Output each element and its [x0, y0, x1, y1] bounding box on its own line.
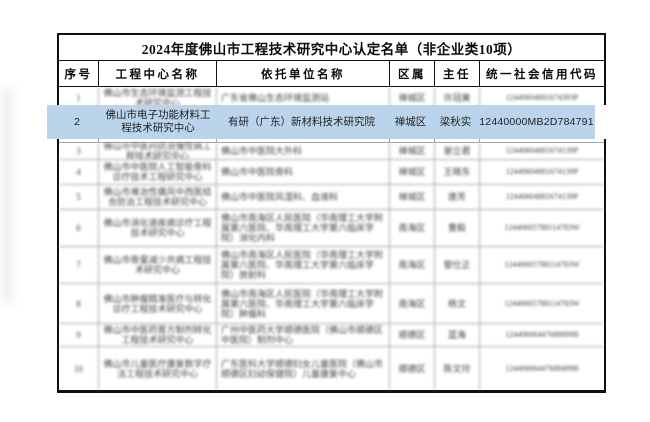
page-title: 2024年度佛山市工程技术研究中心认定名单（非企业类10项）: [141, 41, 522, 57]
cell-director: 蓝海: [435, 324, 480, 347]
cell-code: 12440606447688899B: [480, 324, 604, 347]
research-center-table: 2024年度佛山市工程技术研究中心认定名单（非企业类10项） 序号 工程中心名称…: [57, 33, 606, 393]
table-title-row: 2024年度佛山市工程技术研究中心认定名单（非企业类10项）: [59, 35, 604, 61]
cell-district: 南海区: [390, 284, 435, 324]
table-row: 6 佛山市消化道疾病诊疗工程技术研究中心 佛山市南海区人民医院（华南理工大学附属第六…: [59, 210, 604, 247]
cell-district: 顺德区: [390, 324, 435, 347]
cell-name: 佛山市难治性痛风中西医结合防治工程技术研究中心: [99, 185, 217, 210]
cell-unit: 佛山市南海区人民医院（华南理工大学附属第六医院、华南理工大学第六临床学院）肿瘤科: [217, 284, 390, 324]
cell-district: 禅城区: [390, 160, 435, 185]
highlight-cell-name: 佛山市电子功能材料工程技术研究中心: [105, 109, 211, 134]
cell-seq: 9: [59, 324, 99, 347]
highlight-cell-seq: 2: [74, 115, 80, 128]
col-header-unit: 依托单位名称: [217, 61, 390, 86]
cell-seq: 3: [59, 143, 99, 160]
highlight-cell-district: 禅城区: [394, 115, 427, 128]
cell-unit: 佛山市中医院骨科: [217, 160, 390, 185]
cell-name: 佛山市肿瘤精准医疗与转化诊疗工程技术研究中心: [99, 284, 217, 324]
cell-name: 佛山市骨量减少共病工程技术研究中心: [99, 247, 217, 284]
cell-seq: 7: [59, 247, 99, 284]
cell-unit: 佛山市中医院风湿科、血液科: [217, 185, 390, 210]
col-header-name: 工程中心名称: [99, 61, 217, 86]
cell-district: 顺德区: [390, 347, 435, 390]
cell-seq: 5: [59, 185, 99, 210]
cell-code: 12440605788114783W: [480, 210, 604, 247]
table-row: 4 佛山市中医院人工智能骨科诊疗技术工程研究中心 佛山市中医院骨科 禅城区 王晓东 124…: [59, 160, 604, 185]
cell-director: 王晓东: [435, 160, 480, 185]
cell-unit: 佛山市南海区人民医院（华南理工大学附属第六医院、华南理工大学第六临床学院）消化内…: [217, 210, 390, 247]
highlighted-row: 2 佛山市电子功能材料工程技术研究中心 有研（广东）新材料技术研究院 禅城区 梁…: [47, 105, 612, 139]
cell-name: 佛山市中医药防治慢性病工程技术研究中心: [99, 143, 217, 160]
cell-name: 佛山市儿童医疗康复数字疗法工程技术研究中心: [99, 347, 217, 390]
table-row: 3 佛山市中医药防治慢性病工程技术研究中心 佛山市中医院大外科 禅城区 谢立君 12440…: [59, 143, 604, 160]
cell-seq: 6: [59, 210, 99, 247]
cell-name: 佛山市中医药膏方制剂转化工程技术研究中心: [99, 324, 217, 347]
table-header-row: 序号 工程中心名称 依托单位名称 区属 主任 统一社会信用代码: [59, 61, 604, 87]
highlight-cell-code: 12440000MB2D784791: [479, 115, 594, 128]
col-header-seq: 序号: [59, 61, 99, 86]
cell-seq: 4: [59, 160, 99, 185]
cell-district: 南海区: [390, 210, 435, 247]
col-header-district: 区属: [390, 61, 435, 86]
cell-code: [480, 109, 604, 143]
table-row: 10 佛山市儿童医疗康复数字疗法工程技术研究中心 广东医科大学顺德妇女儿童医院（佛山…: [59, 347, 604, 390]
cell-district: 南海区: [390, 247, 435, 284]
cell-name: 佛山市消化道疾病诊疗工程技术研究中心: [99, 210, 217, 247]
cell-district: 禅城区: [390, 143, 435, 160]
table-row: 8 佛山市肿瘤精准医疗与转化诊疗工程技术研究中心 佛山市南海区人民医院（华南理工大学…: [59, 284, 604, 324]
cell-director: 曹毅: [435, 210, 480, 247]
table-body: 1 佛山市生态环境监测工程技术研究中心 广东省佛山生态环境监测站 禅城区 许冠美 1244…: [59, 87, 604, 390]
cell-name: 佛山市中医院人工智能骨科诊疗技术工程研究中心: [99, 160, 217, 185]
cell-unit: 广东医科大学顺德妇女儿童医院（佛山市顺德区妇幼保健院）儿童康复中心: [217, 347, 390, 390]
scan-artifact: [3, 88, 12, 303]
cell-code: 12440604881674139P: [480, 160, 604, 185]
cell-director: 唐芳: [435, 185, 480, 210]
cell-seq: 8: [59, 284, 99, 324]
cell-seq: 10: [59, 347, 99, 390]
cell-director: 杨文: [435, 284, 480, 324]
table-row: 7 佛山市骨量减少共病工程技术研究中心 佛山市南海区人民医院（华南理工大学附属第六医…: [59, 247, 604, 284]
cell-director: 陈文玲: [435, 347, 480, 390]
cell-code: 12440604881674139P: [480, 143, 604, 160]
cell-district: 禅城区: [390, 185, 435, 210]
cell-code: 12440606447688499B: [505, 363, 579, 373]
col-header-code: 统一社会信用代码: [486, 68, 598, 81]
cell-director: 谢立君: [435, 143, 480, 160]
cell-unit: 佛山市南海区人民医院（华南理工大学附属第六医院、华南理工大学第六临床学院）放射科: [217, 247, 390, 284]
cell-code: 12440605788114783W: [480, 284, 604, 324]
cell-unit: 佛山市中医院大外科: [217, 143, 390, 160]
table-row: 5 佛山市难治性痛风中西医结合防治工程技术研究中心 佛山市中医院风湿科、血液科 禅城区…: [59, 185, 604, 210]
col-header-director: 主任: [435, 61, 480, 86]
cell-unit: 广州中医药大学顺德医院（佛山市顺德区中医院）制剂中心: [217, 324, 390, 347]
cell-code: 12440604881674139P: [480, 185, 604, 210]
highlight-cell-director: 梁秋实: [439, 115, 472, 128]
cell-code: 12440605788114783W: [480, 247, 604, 284]
highlight-cell-unit: 有研（广东）新材料技术研究院: [228, 115, 375, 128]
cell-director: 黎仕正: [435, 247, 480, 284]
table-row: 9 佛山市中医药膏方制剂转化工程技术研究中心 广州中医药大学顺德医院（佛山市顺德区中…: [59, 324, 604, 347]
